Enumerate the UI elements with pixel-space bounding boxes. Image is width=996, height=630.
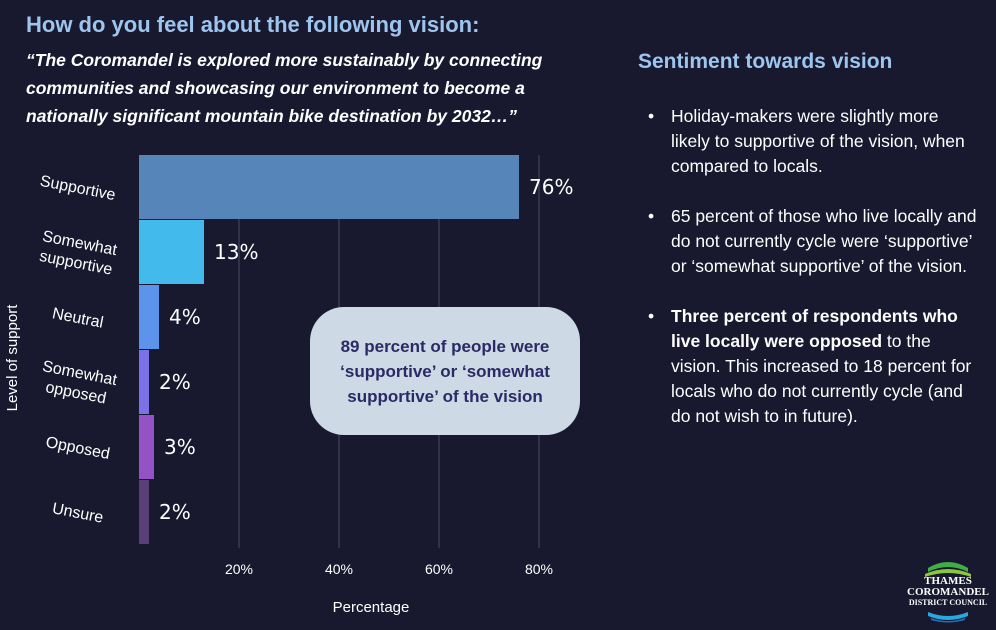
x-axis-title: Percentage [333,599,410,616]
wave-logo-icon [925,562,971,623]
data-label: 4% [169,305,201,329]
bar-unsure [139,480,149,544]
page-title: How do you feel about the following visi… [26,12,480,37]
logo-line3: DISTRICT COUNCIL [908,598,988,607]
callout-bubble: 89 percent of people were ‘supportive’ o… [310,307,580,435]
category-label: Somewhatopposed [37,358,119,409]
sentiment-title: Sentiment towards vision [638,50,893,73]
data-label: 2% [159,500,191,524]
y-axis-title: Level of support [4,304,21,412]
bar-opposed [139,415,154,479]
council-logo: THAMES COROMANDEL DISTRICT COUNCIL [903,558,993,624]
bullet-item: 65 percent of those who live locally and… [648,204,978,279]
vision-quote: “The Coromandel is explored more sustain… [26,50,543,126]
bullet-item: Holiday-makers were slightly more likely… [648,104,978,179]
bullet-item: Three percent of respondents who live lo… [648,304,978,429]
category-label: Neutral [51,305,105,332]
sentiment-bullets: Holiday-makers were slightly more likely… [648,104,978,454]
data-label: 2% [159,370,191,394]
bar-somewhat-supportive [139,220,204,284]
x-tick-label: 60% [425,561,453,577]
logo-line1: THAMES [924,575,972,587]
category-label: Somewhatsupportive [37,228,119,279]
x-tick-label: 40% [325,561,353,577]
x-tick-label: 20% [225,561,253,577]
category-label: Unsure [51,500,105,527]
callout-text: 89 percent of people were ‘supportive’ o… [340,336,550,406]
support-bar-chart: 20% 40% 60% 80% 76% Supportive 13% Somewhatsupp… [4,155,573,616]
bar-somewhat-opposed [139,350,149,414]
category-label: Opposed [44,434,111,463]
data-label: 76% [529,175,573,199]
bar-supportive [139,155,519,219]
logo-line2: COROMANDEL [907,586,989,598]
x-tick-label: 80% [525,561,553,577]
data-label: 13% [214,240,258,264]
category-label: Supportive [39,173,117,204]
bar-neutral [139,285,159,349]
data-label: 3% [164,435,196,459]
